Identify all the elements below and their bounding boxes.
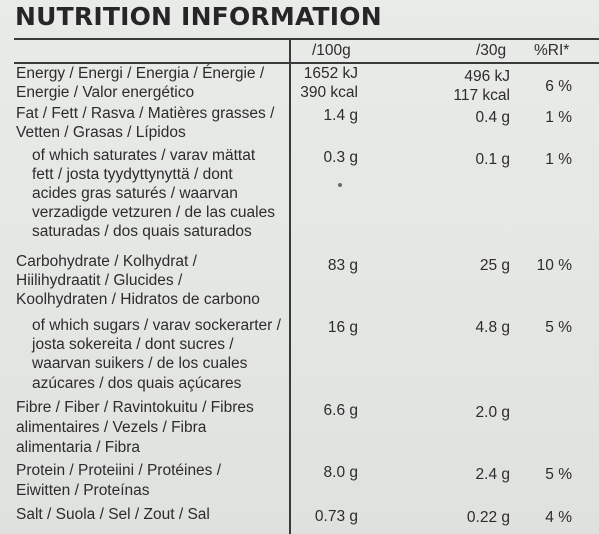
sugars-label: azúcares / dos quais açúcares: [32, 375, 242, 392]
carbohydrate-label: Koolhydraten / Hidratos de carbono: [16, 291, 260, 308]
fibre-per30: 2.0 g: [475, 404, 510, 421]
fat-ri: 1 %: [545, 109, 572, 126]
sugars-label: josta sokereita / dont sucres /: [32, 336, 234, 353]
fat-per100: 1.4 g: [323, 107, 358, 124]
saturates-per100: 0.3 g: [323, 149, 358, 166]
saturates-label: verzadigde vetzuren / de las cuales: [32, 204, 275, 221]
fat-per30: 0.4 g: [475, 109, 510, 126]
page-title: NUTRITION INFORMATION: [15, 2, 382, 31]
protein-per100: 8.0 g: [323, 464, 358, 481]
carbohydrate-ri: 10 %: [536, 257, 572, 274]
fibre-label: alimentaria / Fibra: [16, 439, 141, 456]
fat-label: Vetten / Grasas / Lípidos: [16, 124, 186, 141]
column-divider: [289, 38, 291, 534]
salt-ri: 4 %: [545, 509, 572, 526]
header-ri: %RI*: [534, 42, 570, 59]
carbohydrate-per100: 83 g: [327, 257, 358, 274]
fibre-per100: 6.6 g: [323, 402, 358, 419]
protein-label: Eiwitten / Proteínas: [16, 482, 150, 499]
sugars-per100: 16 g: [327, 319, 358, 336]
header-per-100g: /100g: [312, 42, 351, 59]
saturates-label: fett / josta tyydyttynyttä / dont: [32, 166, 233, 183]
fibre-label: Fibre / Fiber / Ravintokuitu / Fibres: [16, 399, 254, 416]
fibre-label: alimentaires / Vezels / Fibra: [16, 419, 207, 436]
energy-label: Energie / Valor energético: [16, 84, 195, 101]
protein-per30: 2.4 g: [475, 466, 510, 483]
saturates-label: saturadas / dos quais saturados: [32, 223, 252, 240]
energy-per100-kj: 1652 kJ: [303, 65, 358, 82]
energy-per30-kj: 496 kJ: [464, 68, 510, 85]
protein-label: Protein / Proteiini / Protéines /: [16, 462, 222, 479]
header-rule: [14, 62, 599, 64]
protein-ri: 5 %: [545, 466, 572, 483]
salt-label: Salt / Suola / Sel / Zout / Sal: [16, 506, 210, 523]
carbohydrate-label: Carbohydrate / Kolhydrat /: [16, 253, 197, 270]
header-per-30g: /30g: [476, 42, 507, 59]
salt-per30: 0.22 g: [466, 509, 510, 526]
carbohydrate-label: Hiilihydraatit / Glucides /: [16, 272, 183, 289]
sugars-ri: 5 %: [545, 319, 572, 336]
saturates-label: acides gras saturés / waarvan: [32, 185, 238, 202]
saturates-label: of which saturates / varav mättat: [32, 147, 256, 164]
energy-label: Energy / Energi / Energia / Énergie /: [16, 65, 265, 82]
top-rule: [14, 38, 599, 40]
carbohydrate-per30: 25 g: [479, 257, 510, 274]
energy-per100-kcal: 390 kcal: [300, 84, 358, 101]
salt-per100: 0.73 g: [314, 508, 358, 525]
sugars-per30: 4.8 g: [475, 319, 510, 336]
saturates-per30: 0.1 g: [475, 151, 510, 168]
saturates-ri: 1 %: [545, 151, 572, 168]
sugars-label: waarvan suikers / de los cuales: [32, 355, 248, 372]
energy-ri: 6 %: [545, 78, 572, 95]
fat-label: Fat / Fett / Rasva / Matières grasses /: [16, 105, 275, 122]
energy-per30-kcal: 117 kcal: [453, 87, 510, 104]
speck: [338, 183, 342, 187]
sugars-label: of which sugars / varav sockerarter /: [32, 317, 281, 334]
